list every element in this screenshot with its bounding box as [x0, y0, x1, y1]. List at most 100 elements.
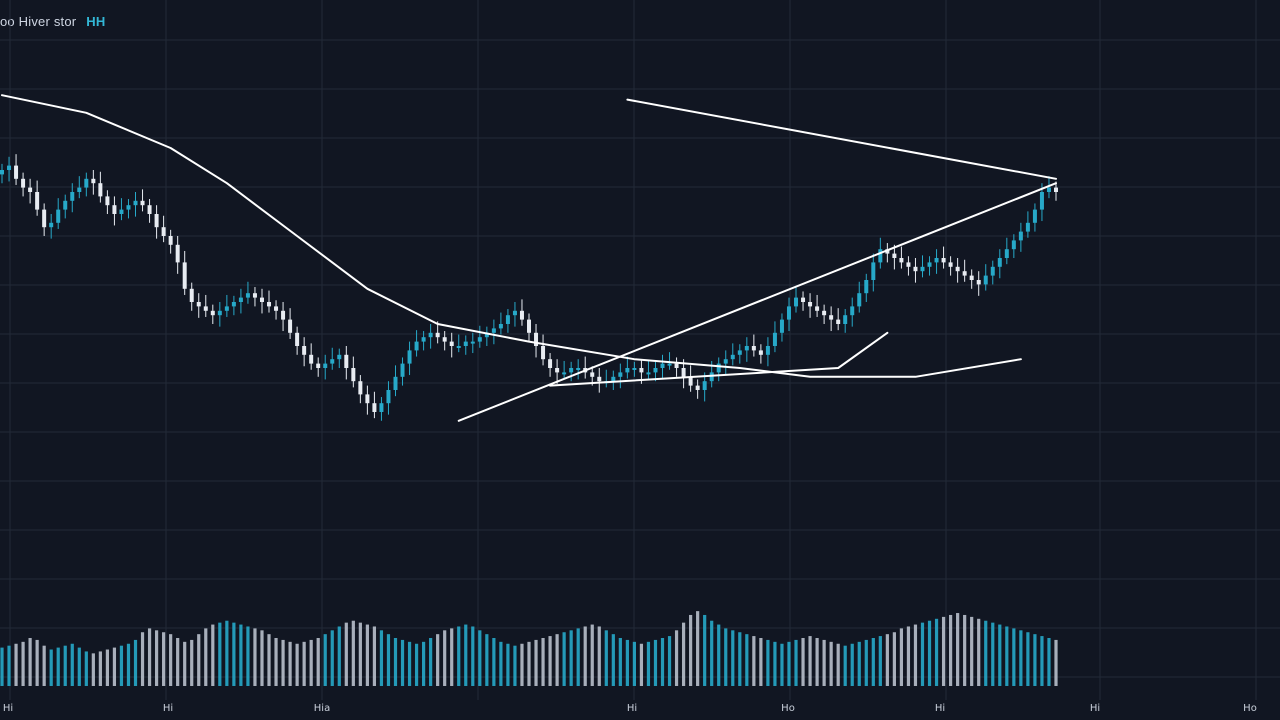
candle-body — [351, 368, 356, 382]
candle — [49, 214, 54, 239]
candle — [463, 335, 468, 355]
volume-bar — [372, 626, 377, 686]
candle-body — [449, 341, 454, 346]
candle — [0, 163, 4, 184]
volume-bar — [527, 641, 531, 686]
candle — [210, 304, 215, 324]
candle-body — [393, 376, 398, 390]
candle-body — [829, 315, 834, 320]
candle — [372, 391, 377, 419]
candle-body — [576, 368, 581, 370]
volume-bar — [899, 628, 904, 686]
candle — [779, 313, 784, 342]
volume-bar — [464, 624, 468, 686]
candle-body — [0, 170, 4, 175]
candle-body — [203, 306, 208, 311]
candle-body — [955, 266, 960, 272]
candle — [751, 334, 756, 357]
volume-bar — [323, 634, 327, 686]
candle-body — [892, 253, 897, 258]
candle-body — [906, 262, 911, 267]
volume-bar — [21, 641, 25, 686]
candle-body — [196, 302, 201, 307]
candle — [386, 381, 391, 415]
candle — [21, 172, 26, 197]
candle — [189, 282, 194, 311]
candle-body — [660, 363, 665, 368]
volume-bar — [632, 641, 636, 686]
volume-bar — [906, 626, 911, 686]
candle-body — [548, 359, 553, 368]
candle — [161, 215, 166, 243]
candle-body — [667, 363, 672, 366]
volume-bar — [84, 651, 88, 686]
volume-bar — [471, 626, 475, 686]
candle-body — [723, 359, 728, 364]
candle-body — [28, 187, 33, 192]
volume-bar — [892, 632, 896, 686]
volume-bar — [414, 643, 419, 686]
volume-bar — [752, 636, 756, 686]
volume-bar — [140, 632, 145, 686]
volume-bar — [822, 639, 826, 686]
candle-body — [878, 249, 883, 263]
candle-body — [119, 209, 124, 214]
candle-body — [35, 192, 40, 210]
candle — [541, 334, 546, 366]
candle — [969, 269, 974, 289]
candle — [962, 259, 967, 282]
x-tick-label: Hi — [935, 703, 945, 714]
volume-bar — [169, 634, 173, 686]
candle — [702, 372, 707, 402]
volume-bar — [653, 639, 658, 686]
candle — [119, 198, 124, 221]
volume-bar — [260, 630, 264, 686]
candle — [84, 172, 89, 197]
candle-body — [14, 165, 19, 179]
candle — [822, 304, 827, 324]
candle — [801, 291, 806, 311]
volume-bar — [98, 651, 102, 686]
volume-bar — [126, 643, 131, 686]
volume-bar — [977, 618, 981, 686]
volume-bar — [871, 638, 875, 686]
candle — [217, 302, 222, 327]
volume-bar — [759, 638, 763, 686]
x-tick-label: Hi — [1090, 703, 1100, 714]
candle — [281, 302, 286, 332]
overlay-lines — [1, 94, 1057, 422]
candle — [316, 357, 321, 377]
candle — [35, 180, 40, 216]
candle — [983, 264, 988, 291]
candle-body — [597, 376, 602, 382]
candle-body — [189, 288, 194, 302]
volume-bar — [745, 634, 749, 686]
candle-body — [484, 332, 489, 338]
volume-bar — [225, 620, 229, 686]
chart-title: oo Hiver stor HH — [0, 14, 105, 29]
candle — [175, 236, 180, 274]
candle-body — [77, 187, 82, 192]
volume-bar — [878, 636, 882, 686]
candle-body — [969, 275, 974, 280]
volume-bar — [499, 641, 503, 686]
candle — [548, 353, 553, 377]
volume-bar — [70, 643, 74, 686]
candle — [997, 249, 1002, 279]
volume-bar — [829, 641, 833, 686]
volume-bar — [611, 634, 615, 686]
volume-bar — [162, 632, 166, 686]
candle — [850, 297, 855, 327]
candle-body — [379, 403, 384, 412]
candle-body — [421, 337, 426, 342]
volume-bar — [843, 645, 847, 686]
trend-line-1 — [626, 98, 1057, 180]
candle-body — [84, 178, 89, 188]
candle-body — [850, 306, 855, 316]
volume-bar — [576, 628, 580, 686]
candle-body — [175, 244, 180, 263]
candle — [653, 361, 658, 382]
volume-bar — [7, 645, 11, 686]
volume-bar — [119, 645, 124, 686]
candle — [527, 313, 531, 342]
